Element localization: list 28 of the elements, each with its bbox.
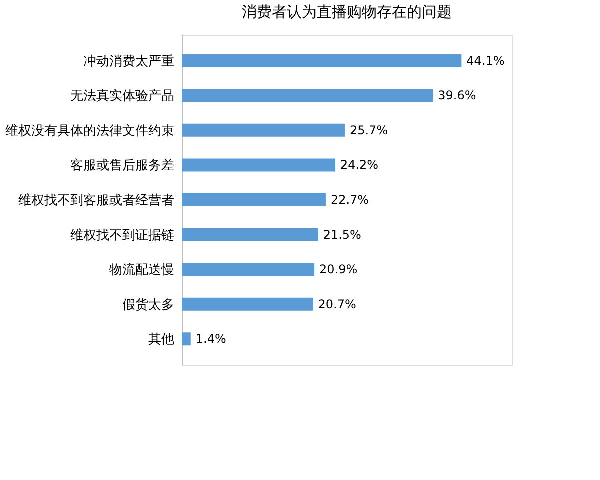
y-tick-label: 冲动消费太严重	[84, 54, 174, 70]
data-label: 20.7%	[318, 297, 356, 312]
data-label: 44.1%	[466, 54, 505, 68]
y-tick-label: 维权找不到客服或者经营者	[18, 192, 174, 208]
bar	[182, 89, 434, 102]
chart-title: 消费者认为直播购物存在的问题	[242, 3, 452, 21]
y-tick-label: 无法真实体验产品	[70, 89, 174, 104]
data-label: 24.2%	[340, 158, 379, 172]
bar	[182, 228, 318, 242]
data-label: 1.4%	[196, 332, 226, 346]
bar	[182, 124, 345, 137]
y-tick-label: 假货太多	[122, 298, 174, 313]
bar	[182, 298, 314, 311]
data-label: 21.5%	[323, 228, 362, 242]
bar	[182, 194, 326, 206]
y-tick-label: 维权找不到证据链	[70, 228, 174, 244]
y-tick-label: 客服或售后服务差	[70, 158, 174, 174]
data-label: 22.7%	[330, 193, 370, 207]
bar	[182, 263, 315, 276]
bar	[182, 332, 191, 346]
data-label: 20.9%	[320, 262, 358, 277]
data-label: 39.6%	[438, 88, 476, 103]
data-label: 25.7%	[350, 123, 388, 138]
y-tick-label: 物流配送慢	[110, 262, 174, 278]
y-tick-label: 维权没有具体的法律文件约束	[6, 124, 174, 139]
y-tick-label: 其他	[148, 332, 174, 348]
bar	[182, 54, 462, 68]
bar	[182, 158, 336, 172]
